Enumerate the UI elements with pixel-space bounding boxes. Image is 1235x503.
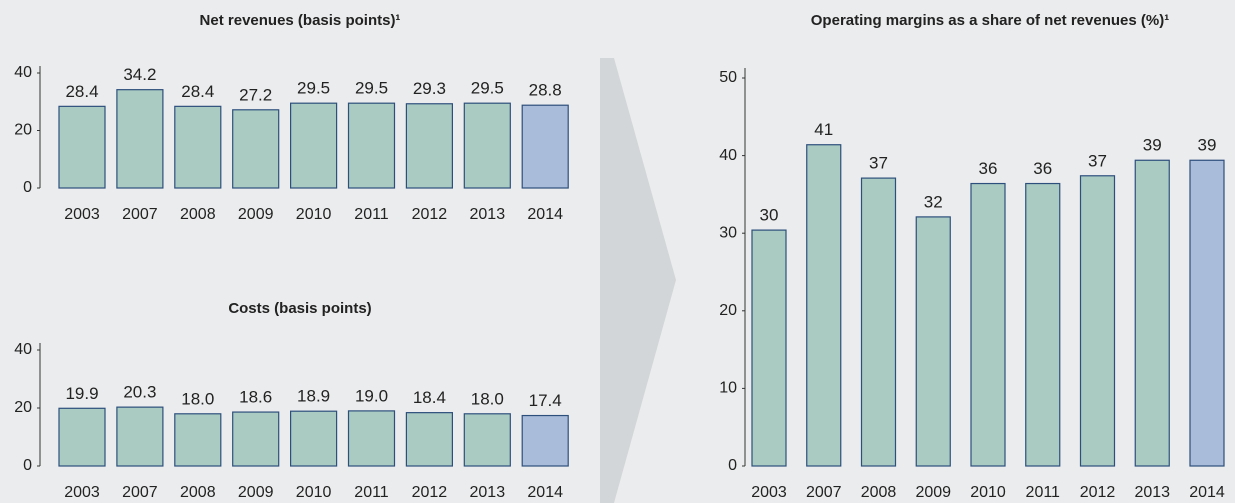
bar <box>174 105 222 189</box>
bar <box>232 109 280 189</box>
bar <box>1189 159 1225 467</box>
bar <box>347 102 396 189</box>
bar <box>174 413 222 467</box>
value-label: 19.9 <box>65 384 98 403</box>
value-label: 28.4 <box>181 82 214 101</box>
bar <box>116 89 164 189</box>
value-label: 20.3 <box>123 383 156 402</box>
y-tick-label: 40 <box>14 64 32 81</box>
bar <box>405 103 453 189</box>
x-tick-label: 2010 <box>296 206 332 223</box>
x-tick-label: 2012 <box>1080 484 1116 501</box>
bar <box>751 229 787 467</box>
value-label: 18.0 <box>181 389 214 408</box>
value-label: 27.2 <box>239 85 272 104</box>
value-label: 28.4 <box>65 82 98 101</box>
value-label: 37 <box>1088 151 1107 170</box>
x-tick-label: 2009 <box>915 484 951 501</box>
x-tick-label: 2013 <box>470 484 506 501</box>
x-tick-label: 2008 <box>180 484 216 501</box>
value-label: 18.6 <box>239 388 272 407</box>
x-tick-label: 2009 <box>238 484 274 501</box>
bar <box>405 412 453 467</box>
value-label: 17.4 <box>529 391 562 410</box>
x-tick-label: 2012 <box>412 206 448 223</box>
value-label: 29.5 <box>355 79 388 98</box>
bar <box>806 144 842 467</box>
y-tick-label: 40 <box>719 147 737 164</box>
x-tick-label: 2013 <box>470 206 506 223</box>
y-tick-label: 20 <box>719 302 737 319</box>
x-tick-label: 2003 <box>751 484 787 501</box>
y-tick-label: 30 <box>719 224 737 241</box>
x-tick-label: 2007 <box>122 206 158 223</box>
bar <box>290 102 338 189</box>
x-tick-label: 2011 <box>354 484 389 501</box>
x-tick-label: 2010 <box>296 484 332 501</box>
value-label: 18.9 <box>297 387 330 406</box>
y-tick-label: 20 <box>14 122 32 139</box>
chart-title: Operating margins as a share of net reve… <box>811 12 1169 29</box>
value-label: 36 <box>1033 159 1052 178</box>
x-tick-label: 2003 <box>64 484 100 501</box>
y-tick-label: 10 <box>719 380 737 397</box>
x-tick-label: 2011 <box>354 206 389 223</box>
bar <box>1079 175 1116 467</box>
x-tick-label: 2007 <box>806 484 842 501</box>
bar <box>860 177 897 467</box>
y-tick-label: 0 <box>23 457 32 474</box>
value-label: 29.5 <box>471 79 504 98</box>
value-label: 19.0 <box>355 386 388 405</box>
bar <box>463 413 511 467</box>
x-tick-label: 2007 <box>122 484 158 501</box>
value-label: 39 <box>1198 136 1217 155</box>
y-tick-label: 20 <box>14 399 32 416</box>
bar <box>521 414 569 467</box>
x-tick-label: 2009 <box>238 206 274 223</box>
bar <box>521 104 569 189</box>
arrow <box>600 58 676 503</box>
bar <box>1025 182 1061 467</box>
value-label: 29.3 <box>413 79 446 98</box>
value-label: 18.4 <box>413 388 446 407</box>
value-label: 32 <box>924 192 943 211</box>
value-label: 30 <box>760 206 779 225</box>
y-tick-label: 50 <box>719 69 737 86</box>
value-label: 28.8 <box>529 81 562 100</box>
y-tick-label: 0 <box>23 179 32 196</box>
value-label: 39 <box>1143 136 1162 155</box>
x-tick-label: 2014 <box>527 206 563 223</box>
x-tick-label: 2010 <box>970 484 1006 501</box>
bar <box>58 407 106 467</box>
x-tick-label: 2014 <box>527 484 563 501</box>
bar <box>1134 159 1170 467</box>
x-tick-label: 2014 <box>1189 484 1225 501</box>
y-tick-label: 40 <box>14 341 32 358</box>
bar <box>463 102 511 189</box>
bar <box>232 411 280 467</box>
bar <box>58 105 106 189</box>
x-tick-label: 2012 <box>412 484 448 501</box>
bar <box>970 182 1006 467</box>
chart-title: Net revenues (basis points)¹ <box>200 12 401 29</box>
chart-title: Costs (basis points) <box>228 300 371 317</box>
x-tick-label: 2011 <box>1026 484 1061 501</box>
value-label: 34.2 <box>123 65 156 84</box>
bar <box>290 410 338 467</box>
value-label: 29.5 <box>297 79 330 98</box>
y-tick-label: 0 <box>728 457 737 474</box>
x-tick-label: 2003 <box>64 206 100 223</box>
x-tick-label: 2008 <box>180 206 216 223</box>
x-tick-label: 2013 <box>1134 484 1170 501</box>
x-tick-label: 2008 <box>861 484 897 501</box>
bar <box>116 406 164 467</box>
value-label: 41 <box>814 120 833 139</box>
value-label: 18.0 <box>471 389 504 408</box>
bar <box>347 410 396 467</box>
value-label: 37 <box>869 154 888 173</box>
bar <box>915 216 951 467</box>
value-label: 36 <box>979 159 998 178</box>
